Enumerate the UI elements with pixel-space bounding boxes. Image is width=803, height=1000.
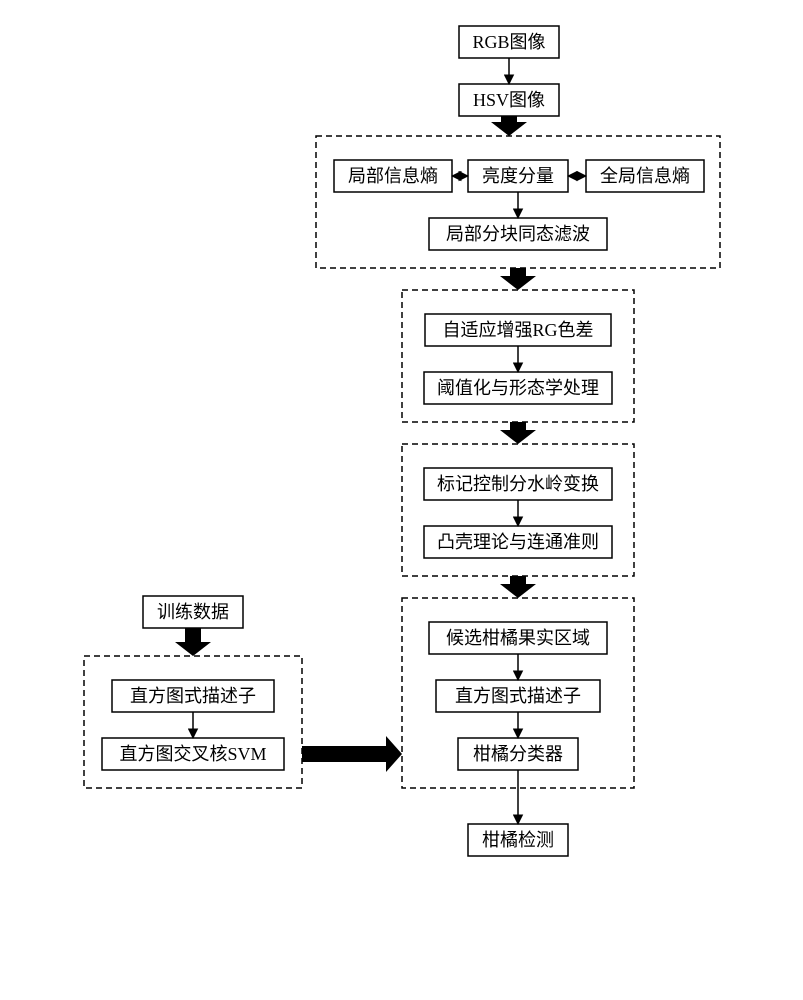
node-label-brightness: 亮度分量: [482, 166, 554, 186]
node-label-hist_desc: 直方图式描述子: [455, 686, 581, 706]
node-label-hsv: HSV图像: [473, 90, 545, 110]
node-label-train_hist: 直方图式描述子: [130, 686, 256, 706]
node-label-train_data: 训练数据: [157, 602, 229, 622]
node-label-convex: 凸壳理论与连通准则: [437, 532, 599, 552]
fat-arrow-g3-to-g4: [500, 576, 536, 598]
node-label-train_svm: 直方图交叉核SVM: [119, 744, 266, 764]
node-label-local_ent: 局部信息熵: [348, 166, 438, 186]
flowchart: RGB图像 HSV图像局部信息熵 亮度分量 全局信息熵局部分块同态滤波自适应增强RG色…: [0, 0, 803, 1000]
fat-arrow-g1-to-g2: [500, 268, 536, 290]
fat-arrow-g2-to-g3: [500, 422, 536, 444]
node-label-classifier: 柑橘分类器: [473, 744, 563, 764]
node-label-homomorphic: 局部分块同态滤波: [446, 224, 590, 244]
node-label-global_ent: 全局信息熵: [600, 166, 690, 186]
fat-arrow-g5-to-classifier: [302, 736, 402, 772]
node-label-detection: 柑橘检测: [482, 830, 554, 850]
node-label-threshold: 阈值化与形态学处理: [437, 378, 599, 398]
node-label-adaptive: 自适应增强RG色差: [442, 320, 593, 340]
fat-arrow-hsv-to-g1: [491, 116, 527, 136]
node-label-candidate: 候选柑橘果实区域: [446, 628, 590, 648]
fat-arrow-train-to-g5: [175, 628, 211, 656]
node-label-rgb: RGB图像: [472, 32, 545, 52]
node-label-watershed: 标记控制分水岭变换: [437, 474, 599, 494]
